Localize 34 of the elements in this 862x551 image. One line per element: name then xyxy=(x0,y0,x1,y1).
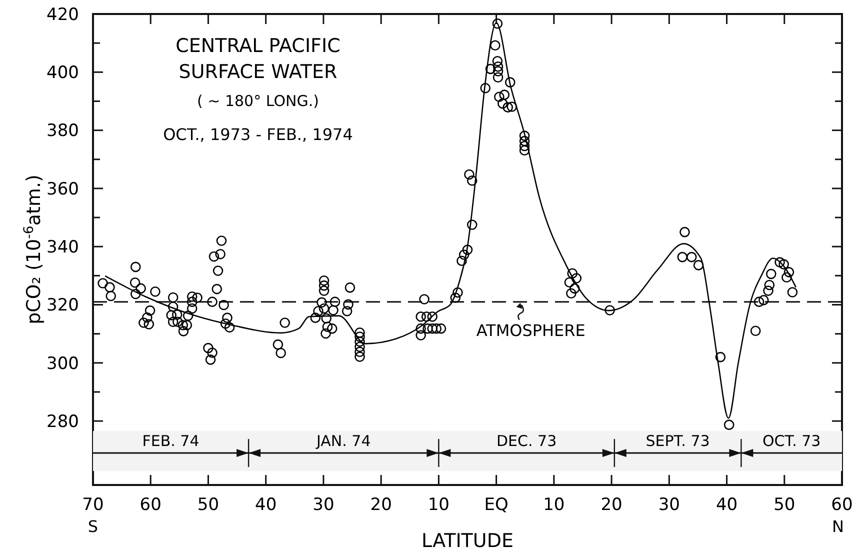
y-tick-label: 340 xyxy=(46,238,79,258)
text: CENTRAL PACIFIC SURFACE WATER xyxy=(176,35,340,83)
x-tick-label: 10 xyxy=(543,495,565,515)
x-tick-label: 50 xyxy=(197,495,220,515)
x-tick-label: EQ xyxy=(484,495,508,515)
annotation: OCT., 1973 - FEB., 1974 xyxy=(163,125,353,144)
band-label: FEB. 74 xyxy=(142,432,200,450)
band-label: SEPT. 73 xyxy=(646,432,710,450)
y-tick-label: 380 xyxy=(46,121,79,142)
band-label: OCT. 73 xyxy=(762,432,821,450)
text: S xyxy=(88,517,98,536)
band-label: DEC. 73 xyxy=(496,432,557,450)
x-tick-label: 30 xyxy=(312,495,334,515)
x-tick-label: 40 xyxy=(255,495,277,515)
text: ( ~ 180° LONG.) xyxy=(197,92,319,110)
x-tick-label: 20 xyxy=(370,495,392,515)
x-tick-label: 10 xyxy=(428,495,450,515)
y-tick-label: 320 xyxy=(46,296,79,316)
x-tick-label: 30 xyxy=(658,495,680,515)
x-tick-label: 20 xyxy=(600,495,622,515)
x-tick-label: 50 xyxy=(774,495,796,515)
x-tick-label: 60 xyxy=(831,495,853,515)
x-tick-label: 40 xyxy=(716,495,738,515)
legend-label: ATMOSPHERE xyxy=(476,320,586,340)
x-tick-label: 70 xyxy=(82,495,104,515)
band-label: JAN. 74 xyxy=(315,432,371,450)
y-tick-label: 280 xyxy=(46,412,79,432)
y-tick-label: 420 xyxy=(46,4,79,25)
y-tick-label: 300 xyxy=(46,354,79,374)
x-tick-label: 60 xyxy=(140,495,162,515)
x-axis-title: LATITUDE xyxy=(422,530,514,551)
y-tick-label: 400 xyxy=(46,63,79,84)
text: N xyxy=(832,517,844,536)
y-tick-label: 360 xyxy=(46,179,79,200)
